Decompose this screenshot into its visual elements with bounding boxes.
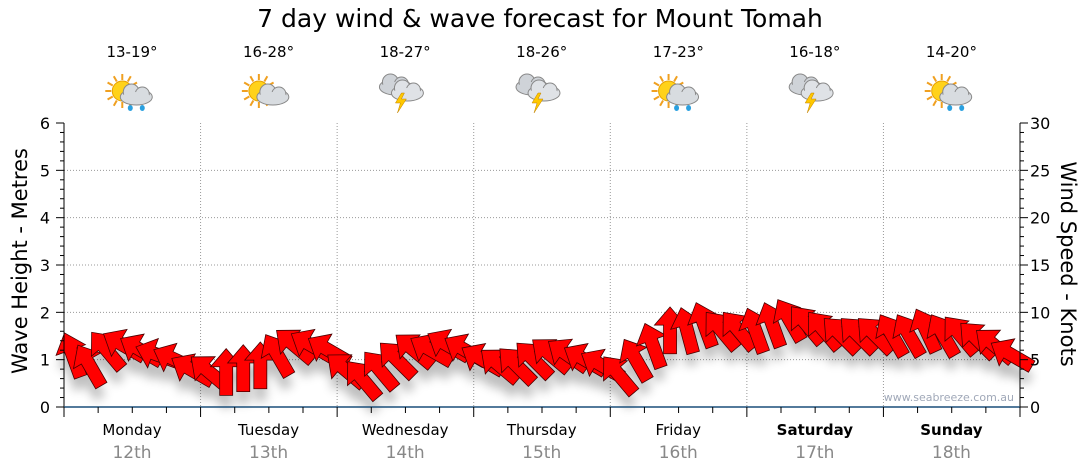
storm-icon [515, 73, 561, 114]
storm-icon [378, 73, 424, 114]
y-tick-label: 5 [40, 161, 50, 180]
y2-tick-label: 0 [1030, 398, 1040, 417]
day-date: 15th [522, 443, 562, 463]
day-temp-range: 16-18° [789, 43, 841, 61]
y-tick-label: 1 [40, 351, 50, 370]
sun-cloud-rain-icon [924, 74, 973, 111]
wind-arrow [990, 338, 1036, 373]
sun-cloud-rain-icon [651, 74, 700, 111]
wind-arrow [635, 322, 668, 371]
y2-tick-label: 5 [1030, 351, 1040, 370]
chart-title: 7 day wind & wave forecast for Mount Tom… [257, 4, 823, 33]
day-date: 16th [658, 443, 698, 463]
y2-tick-label: 25 [1030, 161, 1050, 180]
wind-arrow [72, 344, 108, 390]
y2-tick-label: 15 [1030, 256, 1050, 275]
day-date: 17th [795, 443, 835, 463]
day-name: Saturday [776, 421, 854, 439]
y-tick-label: 2 [40, 303, 50, 322]
y-tick-label: 3 [40, 256, 50, 275]
y-tick-label: 4 [40, 209, 50, 228]
day-name: Wednesday [361, 421, 449, 439]
wind-arrow [926, 314, 962, 360]
day-date: 14th [385, 443, 425, 463]
wind-arrow [892, 314, 927, 360]
y-axis-label: Wave Height - Metres [8, 148, 32, 374]
day-name: Friday [655, 421, 702, 439]
day-date: 18th [931, 443, 971, 463]
day-temp-range: 18-27° [379, 43, 431, 61]
day-date: 13th [249, 443, 289, 463]
wind-arrow [603, 356, 640, 398]
sun-cloud-icon [241, 74, 290, 108]
day-date: 12th [112, 443, 152, 463]
wind-arrow [379, 342, 419, 382]
wind-arrow [516, 342, 556, 382]
wind-arrow [347, 361, 384, 403]
day-temp-range: 14-20° [925, 43, 977, 61]
storm-icon [788, 73, 834, 114]
y2-axis-label: Wind Speed - Knots [1056, 161, 1080, 367]
y2-tick-label: 10 [1030, 303, 1050, 322]
day-temp-range: 17-23° [652, 43, 704, 61]
y-tick-label: 6 [40, 114, 50, 133]
y2-tick-label: 30 [1030, 114, 1050, 133]
sun-cloud-rain-icon [105, 74, 153, 111]
wind-arrow [499, 348, 539, 388]
y-tick-label: 0 [40, 398, 50, 417]
day-name: Tuesday [238, 421, 300, 439]
day-name: Thursday [506, 421, 577, 439]
day-temp-range: 16-28° [243, 43, 295, 61]
day-name: Monday [102, 421, 162, 439]
day-temp-range: 18-26° [516, 43, 568, 61]
wind-arrow [619, 338, 654, 384]
wind-arrow [260, 334, 296, 379]
wind-arrow [364, 351, 401, 393]
day-temp-range: 13-19° [106, 43, 158, 61]
day-name: Sunday [920, 421, 983, 439]
watermark: www.seabreeze.com.au [884, 391, 1014, 404]
wind-arrow [875, 314, 910, 360]
y2-tick-label: 20 [1030, 209, 1050, 228]
